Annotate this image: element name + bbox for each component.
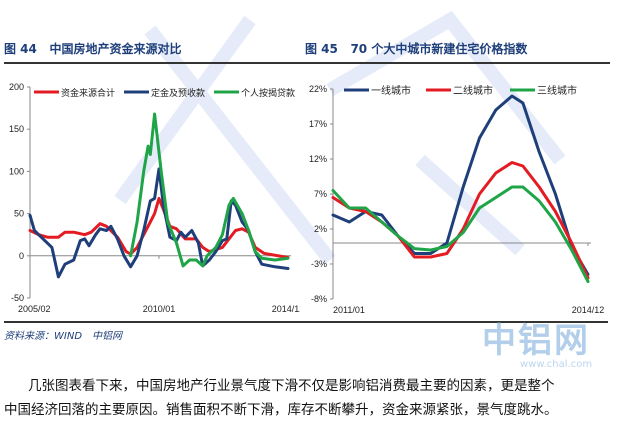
y-tick-label: 7%	[314, 189, 327, 199]
legend-label: 资金来源合计	[61, 87, 115, 98]
x-tick-label: 2010/01	[143, 304, 176, 314]
logo: 中铝网	[482, 321, 590, 361]
series-line-3	[331, 185, 590, 283]
divider	[4, 62, 308, 64]
legend-label: 一线城市	[371, 84, 411, 97]
x-tick-label: 2005/02	[18, 304, 51, 314]
legend-label: 二线城市	[453, 84, 493, 97]
logo-url: www.chal.com	[520, 359, 593, 370]
divider	[305, 62, 610, 64]
paragraph-line: 几张图表看下来，中国房地产行业景气度下滑不仅是影响铝消费最主要的因素，更是整个	[28, 378, 555, 394]
series-line-1	[331, 94, 590, 276]
y-tick-label: 150	[9, 124, 24, 134]
x-tick-label: 2014/12	[272, 304, 300, 314]
y-tick-label: 200	[9, 82, 24, 92]
series-line-2	[28, 167, 290, 279]
legend-label: 定金及预收款	[151, 87, 205, 98]
y-tick-label: 17%	[309, 119, 327, 129]
paragraph-line: 中国经济回落的主要原因。销售面积不断下滑，库存不断攀升，资金来源紧张，景气度跳水…	[4, 402, 558, 418]
legend-label: 三线城市	[537, 84, 577, 97]
chart-house-price-index: 22% 17% 12% 7% 2% -3% -8% 2011/01 2014/12 一线城市 二线城…	[309, 84, 605, 315]
y-tick-label: 100	[9, 166, 24, 176]
y-tick-label: 2%	[314, 224, 327, 234]
y-tick-label: 22%	[309, 84, 327, 94]
figure-44-title: 图 44 中国房地产资金来源对比	[4, 42, 182, 56]
figure-45-title: 图 45 70 个大中城市新建住宅价格指数	[305, 42, 528, 56]
y-tick-label: 0	[19, 251, 24, 261]
y-tick-label: 50	[14, 209, 24, 219]
series-line-1	[28, 196, 290, 259]
x-tick-label: 2011/01	[333, 305, 365, 315]
legend-label: 个人按揭贷款	[241, 87, 295, 98]
x-tick-label: 2014/12	[572, 305, 605, 315]
y-tick-label: 12%	[309, 154, 327, 164]
series-line-3	[129, 112, 290, 268]
y-tick-label: -8%	[311, 294, 327, 304]
divider	[4, 321, 608, 323]
source-note: 资料来源：WIND 中铝网	[4, 331, 123, 342]
y-tick-label: -50	[11, 293, 24, 303]
y-tick-label: -3%	[311, 259, 327, 269]
